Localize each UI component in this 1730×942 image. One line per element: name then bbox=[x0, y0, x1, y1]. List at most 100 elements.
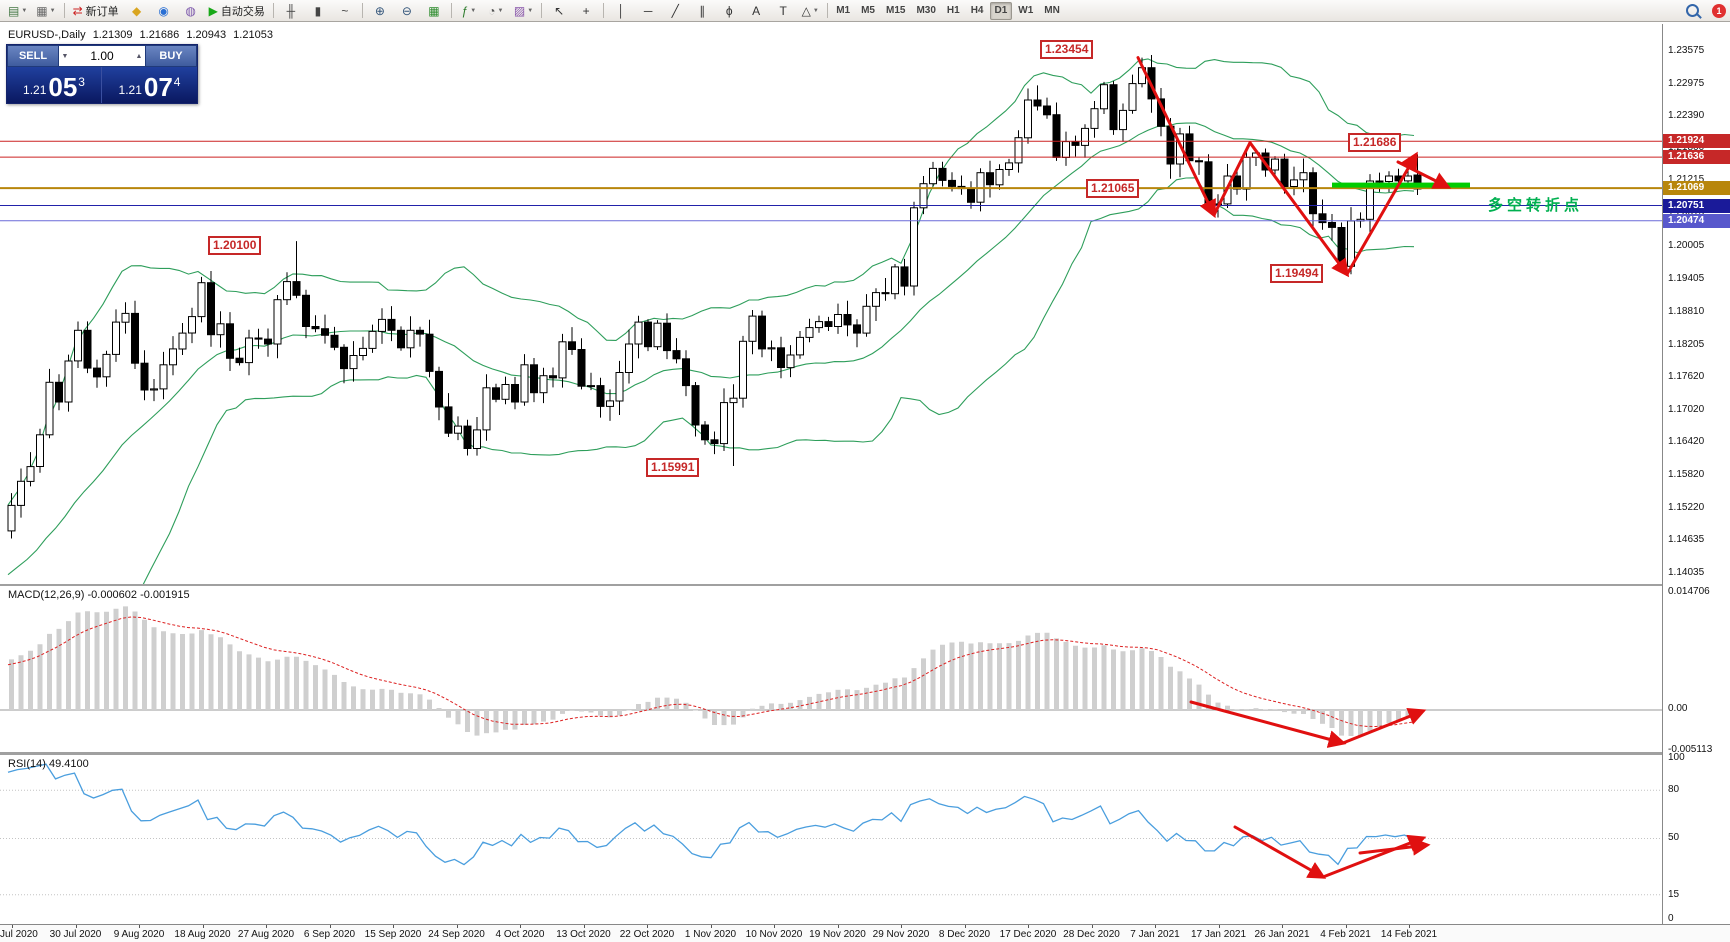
pane-separator[interactable] bbox=[0, 584, 1730, 586]
label-button[interactable]: T bbox=[770, 1, 796, 21]
crosshair-button[interactable]: + bbox=[573, 1, 599, 21]
pivot-note-text[interactable]: 多空转折点 bbox=[1488, 197, 1584, 214]
price-axis-label: 1.20005 bbox=[1668, 240, 1705, 251]
volume-stepper[interactable]: ▼ 1.00 ▲ bbox=[59, 45, 145, 67]
price-label-120100[interactable]: 1.20100 bbox=[208, 236, 262, 255]
tile-windows-button[interactable]: ▦ bbox=[421, 1, 447, 21]
candle bbox=[378, 318, 386, 332]
shapes-button[interactable]: △ ▼ bbox=[797, 1, 823, 21]
search-button[interactable] bbox=[1679, 1, 1705, 21]
candle-chart-button[interactable]: ▮ bbox=[305, 1, 331, 21]
trend-arrow[interactable] bbox=[1396, 160, 1452, 189]
trend-arrow[interactable] bbox=[1189, 700, 1347, 748]
macd-pane[interactable] bbox=[0, 586, 1662, 752]
candle bbox=[1366, 180, 1374, 220]
price-label-121065[interactable]: 1.21065 bbox=[1086, 179, 1140, 198]
community-button[interactable]: ◉ bbox=[151, 1, 177, 21]
time-axis-label: 28 Dec 2020 bbox=[1063, 929, 1120, 940]
timeframe-m5-button[interactable]: M5 bbox=[861, 5, 875, 16]
candle bbox=[121, 312, 130, 323]
trend-arrow[interactable] bbox=[1345, 151, 1418, 276]
candle bbox=[1280, 158, 1289, 188]
candle bbox=[7, 504, 16, 532]
timeframe-w1-button[interactable]: W1 bbox=[1018, 5, 1034, 16]
chat-button[interactable]: ◍ bbox=[178, 1, 204, 21]
vline-button[interactable]: │ bbox=[608, 1, 634, 21]
periods-button[interactable]: ◔ ▼ bbox=[483, 1, 509, 21]
candle bbox=[1090, 108, 1099, 129]
buy-price[interactable]: 1.21 07 4 bbox=[102, 67, 197, 103]
price-label-123454[interactable]: 1.23454 bbox=[1040, 40, 1094, 59]
candle bbox=[558, 341, 567, 379]
timeframe-mn-button[interactable]: MN bbox=[1044, 5, 1060, 16]
volume-input[interactable]: 1.00 bbox=[90, 49, 114, 63]
notification-badge[interactable]: 1 bbox=[1712, 3, 1726, 18]
sell-button[interactable]: SELL bbox=[7, 45, 59, 67]
price-label-119494[interactable]: 1.19494 bbox=[1270, 264, 1324, 283]
line-chart-button[interactable]: ~ bbox=[332, 1, 358, 21]
timeframe-h1-button[interactable]: H1 bbox=[946, 5, 960, 16]
volume-down-icon[interactable]: ▼ bbox=[61, 52, 69, 60]
candle bbox=[919, 183, 928, 209]
volume-up-icon[interactable]: ▲ bbox=[135, 52, 143, 60]
candle bbox=[729, 397, 738, 404]
timeframe-m1-button[interactable]: M1 bbox=[836, 5, 851, 16]
zoom-out-button[interactable]: ⊖ bbox=[394, 1, 420, 21]
time-axis-tick bbox=[1091, 925, 1093, 928]
cursor-button[interactable]: ↖ bbox=[546, 1, 572, 21]
new-chart-button[interactable]: ▤ ▼ bbox=[4, 1, 31, 21]
trend-arrow[interactable] bbox=[1341, 707, 1427, 745]
templates-button[interactable]: ▨ ▼ bbox=[510, 1, 537, 21]
candle bbox=[663, 322, 671, 352]
trend-arrow[interactable] bbox=[1358, 837, 1431, 856]
autotrading-button[interactable]: ▶ 自动交易 bbox=[205, 1, 269, 21]
price-axis[interactable]: 1.235751.229751.223901.218001.212151.206… bbox=[1662, 24, 1730, 924]
candle bbox=[739, 340, 747, 399]
trendline-button[interactable]: ╱ bbox=[662, 1, 688, 21]
price-label-115991[interactable]: 1.15991 bbox=[646, 458, 700, 477]
rsi-pane[interactable] bbox=[0, 755, 1662, 922]
candle bbox=[777, 347, 785, 368]
candle bbox=[843, 314, 852, 326]
sell-price[interactable]: 1.21 05 3 bbox=[7, 67, 102, 103]
pane-separator[interactable] bbox=[0, 752, 1730, 755]
timeframe-m15-button[interactable]: M15 bbox=[886, 5, 906, 16]
text-button[interactable]: A bbox=[743, 1, 769, 21]
candle bbox=[74, 329, 82, 362]
vline-icon: │ bbox=[617, 3, 625, 18]
trend-arrow[interactable] bbox=[1136, 56, 1216, 219]
trend-arrow[interactable] bbox=[1321, 834, 1427, 879]
candle bbox=[330, 334, 339, 348]
trend-arrow[interactable] bbox=[1233, 825, 1327, 879]
trade-panel-header: SELL ▼ 1.00 ▲ BUY bbox=[7, 45, 197, 67]
bar-chart-button[interactable]: ╫ bbox=[278, 1, 304, 21]
toolbar-separator bbox=[272, 3, 274, 18]
price-axis-label: 1.23575 bbox=[1668, 45, 1705, 56]
time-axis-tick bbox=[964, 925, 966, 928]
buy-button[interactable]: BUY bbox=[145, 45, 197, 67]
candle bbox=[710, 439, 719, 445]
toolbar-separator bbox=[541, 3, 543, 18]
indicators-button[interactable]: ƒ ▼ bbox=[456, 1, 482, 21]
candle bbox=[406, 329, 415, 349]
timeframe-d1-button[interactable]: D1 bbox=[989, 1, 1013, 20]
trend-arrow[interactable] bbox=[1212, 141, 1252, 217]
timeframe-m30-button[interactable]: M30 bbox=[916, 5, 936, 16]
trend-arrow[interactable] bbox=[1248, 141, 1350, 278]
rsi-axis-label: 0 bbox=[1668, 913, 1674, 924]
price-level-badge: 1.21924 bbox=[1663, 134, 1730, 148]
main-chart[interactable] bbox=[0, 24, 1662, 584]
buy-price-big: 07 bbox=[143, 72, 173, 102]
new-order-button[interactable]: ⇄ 新订单 bbox=[69, 1, 123, 21]
time-axis[interactable]: 21 Jul 2020 30 Jul 2020 9 Aug 2020 18 Aug 2… bbox=[0, 924, 1730, 942]
zoom-in-button[interactable]: ⊕ bbox=[367, 1, 393, 21]
price-label-121686[interactable]: 1.21686 bbox=[1348, 133, 1402, 152]
fibonacci-button[interactable]: ϕ bbox=[716, 1, 742, 21]
candle bbox=[511, 384, 519, 403]
channel-button[interactable]: ∥ bbox=[689, 1, 715, 21]
timeframe-h4-button[interactable]: H4 bbox=[970, 5, 984, 16]
pivot-green-line[interactable] bbox=[1332, 182, 1470, 188]
hline-button[interactable]: ─ bbox=[635, 1, 661, 21]
profiles-button[interactable]: ▦ ▼ bbox=[32, 1, 59, 21]
metaeditor-button[interactable]: ◆ bbox=[124, 1, 150, 21]
